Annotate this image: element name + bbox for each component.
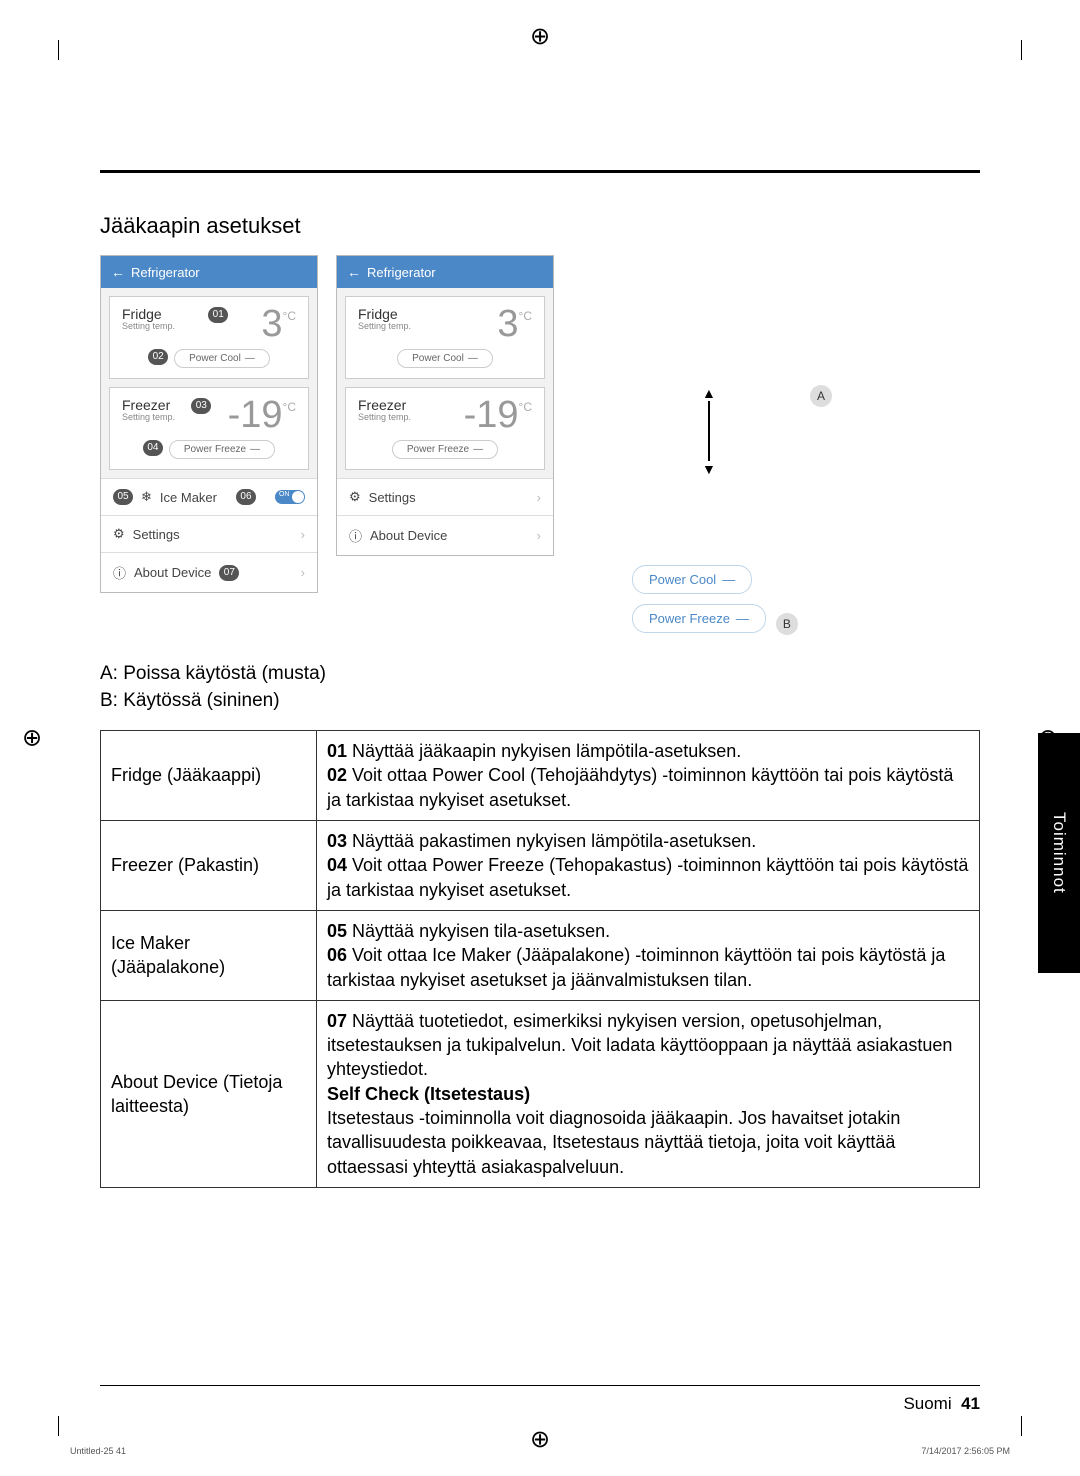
setting-temp-label: Setting temp.	[358, 412, 411, 422]
callout-05: 05	[113, 489, 133, 505]
freezer-label: Freezer	[122, 398, 175, 412]
fridge-panel[interactable]: Fridge Setting temp. 01 3°C 02 Power Coo…	[109, 296, 309, 379]
table-value: 05 Näyttää nykyisen tila-asetuksen.06 Vo…	[317, 910, 980, 1000]
power-cool-pill[interactable]: Power Cool—	[397, 349, 493, 368]
freezer-panel[interactable]: Freezer Setting temp. 03 -19°C 04 Power …	[109, 387, 309, 470]
table-row: About Device (Tietoja laitteesta) 07 Näy…	[101, 1000, 980, 1187]
power-cool-pill[interactable]: Power Cool—	[174, 349, 270, 368]
callout-02: 02	[148, 349, 168, 365]
chevron-right-icon: ›	[537, 528, 541, 543]
fridge-panel[interactable]: Fridge Setting temp. 3°C Power Cool—	[345, 296, 545, 379]
screen-header-title: Refrigerator	[131, 265, 200, 280]
table-key: Ice Maker (Jääpalakone)	[101, 910, 317, 1000]
about-device-label: About Device	[134, 565, 211, 580]
gear-icon: ⚙	[349, 489, 361, 505]
crop-mark-top: ⊕	[530, 22, 550, 51]
legend-column: ▲ ▼ A Power Cool— Power Freeze— B	[632, 255, 832, 643]
power-freeze-pill[interactable]: Power Freeze—	[392, 440, 498, 459]
settings-row[interactable]: ⚙ Settings ›	[337, 478, 553, 515]
footer-doc-id-left: Untitled-25 41	[70, 1446, 126, 1456]
table-row: Freezer (Pakastin) 03 Näyttää pakastimen…	[101, 821, 980, 911]
screenshot-left: ← Refrigerator Fridge Setting temp. 01 3…	[100, 255, 318, 593]
settings-label: Settings	[133, 527, 180, 542]
back-arrow-icon[interactable]: ←	[347, 264, 361, 280]
footer-rule	[100, 1385, 980, 1386]
about-device-label: About Device	[370, 528, 447, 543]
vertical-line	[708, 401, 710, 461]
legend-tag-a: A	[810, 385, 832, 407]
ice-maker-icon: ❄	[141, 489, 152, 505]
callout-04: 04	[143, 440, 163, 456]
setting-temp-label: Setting temp.	[358, 321, 411, 331]
about-device-row[interactable]: ⓘ About Device 07 ›	[101, 552, 317, 592]
ice-maker-row[interactable]: 05 ❄ Ice Maker 06 ON	[101, 478, 317, 515]
side-tab: Toiminnot	[1038, 733, 1080, 973]
table-value: 03 Näyttää pakastimen nykyisen lämpötila…	[317, 821, 980, 911]
screen-header: ← Refrigerator	[101, 256, 317, 288]
arrow-up-icon: ▲	[702, 385, 716, 401]
setting-temp-label: Setting temp.	[122, 321, 175, 331]
legend-power-freeze-pill: Power Freeze—	[632, 604, 766, 633]
screen-header: ← Refrigerator	[337, 256, 553, 288]
chevron-right-icon: ›	[301, 565, 305, 580]
footer-doc-id-right: 7/14/2017 2:56:05 PM	[921, 1446, 1010, 1456]
frame-mark	[58, 40, 59, 60]
table-value: 01 Näyttää jääkaapin nykyisen lämpötila-…	[317, 731, 980, 821]
settings-label: Settings	[369, 490, 416, 505]
back-arrow-icon[interactable]: ←	[111, 264, 125, 280]
setting-temp-label: Setting temp.	[122, 412, 175, 422]
callout-03: 03	[191, 398, 211, 414]
footer-page-label: Suomi 41	[903, 1394, 980, 1414]
info-icon: ⓘ	[113, 563, 126, 582]
screen-header-title: Refrigerator	[367, 265, 436, 280]
section-title: Jääkaapin asetukset	[100, 213, 980, 239]
callout-01: 01	[208, 307, 228, 323]
settings-row[interactable]: ⚙ Settings ›	[101, 515, 317, 552]
legend-line-a: A: Poissa käytöstä (musta)	[100, 661, 980, 688]
frame-mark	[58, 1416, 59, 1436]
crop-mark-left: ⊕	[22, 724, 42, 753]
freezer-temp-value: -19°C	[464, 398, 532, 432]
table-key: Freezer (Pakastin)	[101, 821, 317, 911]
arrow-down-icon: ▼	[702, 461, 716, 477]
legend-tag-b: B	[776, 613, 798, 635]
fridge-temp-value: 3°C	[497, 307, 532, 341]
table-value: 07 Näyttää tuotetiedot, esimerkiksi nyky…	[317, 1000, 980, 1187]
legend-line-b: B: Käytössä (sininen)	[100, 688, 980, 715]
power-freeze-pill[interactable]: Power Freeze—	[169, 440, 275, 459]
description-table: Fridge (Jääkaappi) 01 Näyttää jääkaapin …	[100, 730, 980, 1188]
callout-07: 07	[219, 565, 239, 581]
table-row: Ice Maker (Jääpalakone) 05 Näyttää nykyi…	[101, 910, 980, 1000]
fridge-temp-value: 3°C	[261, 307, 296, 341]
freezer-label: Freezer	[358, 398, 411, 412]
fridge-label: Fridge	[358, 307, 411, 321]
ice-maker-label: Ice Maker	[160, 490, 217, 505]
about-device-row[interactable]: ⓘ About Device ›	[337, 515, 553, 555]
chevron-right-icon: ›	[301, 527, 305, 542]
table-key: Fridge (Jääkaappi)	[101, 731, 317, 821]
freezer-temp-value: -19°C	[228, 398, 296, 432]
ice-maker-toggle[interactable]: ON	[275, 490, 305, 504]
frame-mark	[1021, 1416, 1022, 1436]
info-icon: ⓘ	[349, 526, 362, 545]
freezer-panel[interactable]: Freezer Setting temp. -19°C Power Freeze…	[345, 387, 545, 470]
callout-06: 06	[236, 489, 256, 505]
frame-mark	[1021, 40, 1022, 60]
crop-mark-bottom: ⊕	[530, 1425, 550, 1454]
chevron-right-icon: ›	[537, 490, 541, 505]
table-key: About Device (Tietoja laitteesta)	[101, 1000, 317, 1187]
table-row: Fridge (Jääkaappi) 01 Näyttää jääkaapin …	[101, 731, 980, 821]
gear-icon: ⚙	[113, 526, 125, 542]
legend-power-cool-pill: Power Cool—	[632, 565, 752, 594]
fridge-label: Fridge	[122, 307, 175, 321]
screenshot-right: ← Refrigerator Fridge Setting temp. 3°C …	[336, 255, 554, 556]
